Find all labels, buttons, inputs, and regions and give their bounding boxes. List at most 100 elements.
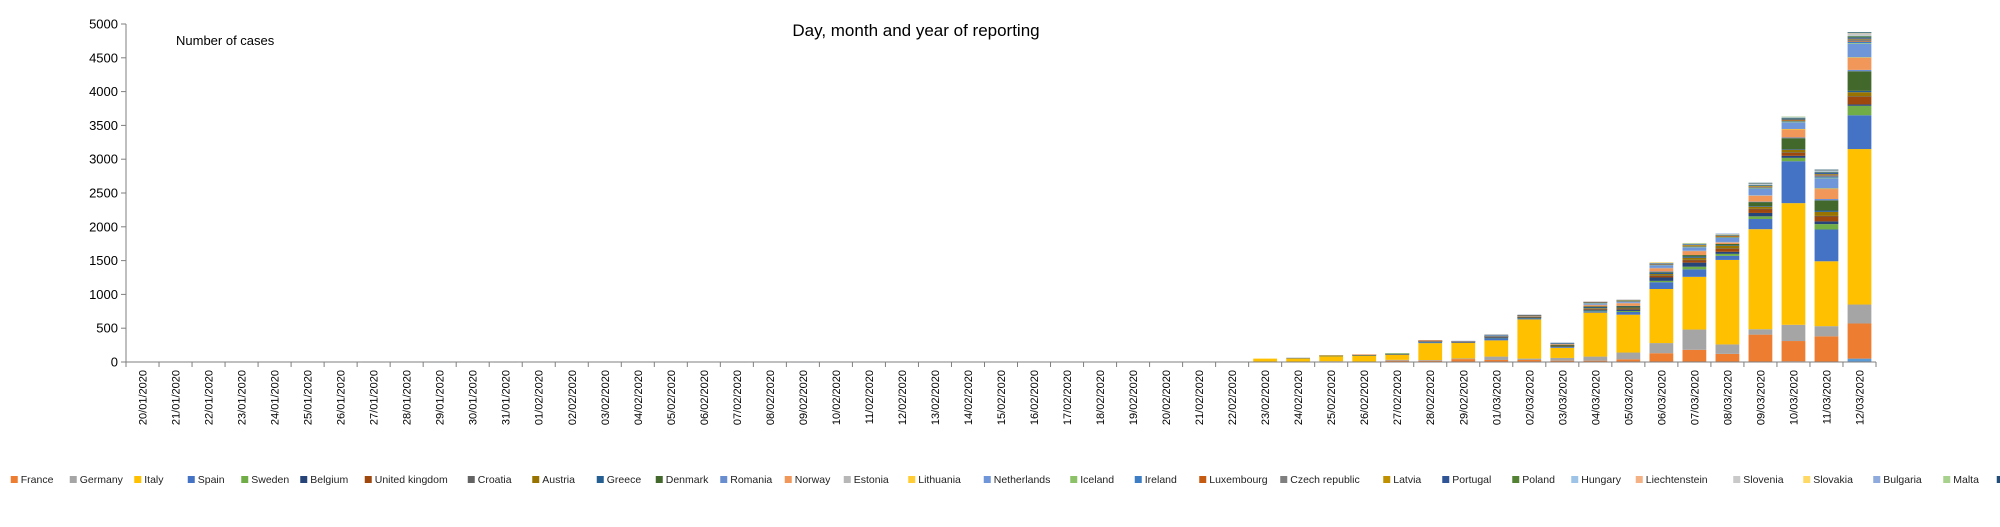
bar-segment-sweden <box>1715 253 1740 256</box>
bar-segment-belgium <box>1517 317 1542 319</box>
bar-segment-malta <box>1781 116 1806 118</box>
bar-segment-portugal <box>1550 342 1575 344</box>
x-tick-label: 17/02/2020 <box>1062 370 1074 425</box>
bar-segment-france <box>1583 360 1608 362</box>
bar-segment-romania <box>1649 271 1674 273</box>
bar-segment-greece <box>1682 256 1707 258</box>
bar-segment-norway <box>1451 341 1476 342</box>
legend-swatch <box>1571 476 1579 483</box>
legend-label: Luxembourg <box>1209 474 1268 486</box>
bar-segment-netherlands <box>1781 122 1806 129</box>
bar-segment-norway <box>1781 129 1806 138</box>
bar-segment-luxembourg <box>1781 120 1806 122</box>
bar-segment-portugal <box>1682 244 1707 245</box>
bar-segment-croatia <box>1781 152 1806 153</box>
bar-segment-spain <box>1616 311 1641 315</box>
bar-segment-czech-republic <box>1847 39 1872 42</box>
y-tick-label: 2000 <box>89 219 118 234</box>
legend-label: Norway <box>795 474 831 486</box>
bar-segment-hungary <box>1715 234 1740 236</box>
bar-segment-france <box>1682 349 1707 362</box>
x-tick-label: 21/01/2020 <box>171 370 183 425</box>
bar-segment-sweden <box>1418 341 1443 343</box>
x-tick-label: 11/02/2020 <box>864 370 876 424</box>
bar-segment-luxembourg <box>1715 236 1740 238</box>
bar-segment-hungary <box>1616 299 1641 301</box>
bar-segment-czech-republic <box>1649 263 1674 265</box>
bar-segment-germany <box>1616 352 1641 360</box>
bar-segment-france <box>1748 334 1773 362</box>
bar-segment-greece <box>1649 272 1674 275</box>
bar-segment-norway <box>1715 242 1740 244</box>
bar-segment-spain <box>1517 318 1542 320</box>
legend-item: Czech republic <box>1280 474 1360 486</box>
bar-segment-austria <box>1550 345 1575 346</box>
legend-label: Estonia <box>854 474 889 486</box>
legend-swatch <box>1803 476 1811 483</box>
bar-segment-sweden <box>1616 310 1641 312</box>
bar-segment-belgium <box>1649 277 1674 281</box>
x-tick-label: 08/03/2020 <box>1722 370 1734 425</box>
bar-segment-austria <box>1682 257 1707 260</box>
bar-segment-spain <box>1583 311 1608 313</box>
legend-item: Latvia <box>1383 474 1421 486</box>
bar-segment-netherlands <box>1451 340 1476 342</box>
bar-segment-poland <box>1748 184 1773 186</box>
bar-segment-spain <box>1781 161 1806 204</box>
legend-item: United kingdom <box>364 474 448 486</box>
legend-swatch <box>10 476 18 483</box>
legend-item: Austria <box>532 474 575 486</box>
bar-segment-spain <box>1649 282 1674 289</box>
bar-segment-croatia <box>1748 208 1773 210</box>
bar-segment-spain <box>1715 255 1740 260</box>
bar-segment-romania <box>1748 201 1773 203</box>
legend-label: Romania <box>730 474 772 486</box>
bar-segment-iceland <box>1583 302 1608 304</box>
bar-segment-netherlands <box>1550 343 1575 345</box>
bar-segment-denmark <box>1847 71 1872 91</box>
bar-segment-austria <box>1847 92 1872 97</box>
legend-label: Poland <box>1522 474 1555 486</box>
bar-segment-luxembourg <box>1649 264 1674 265</box>
x-tick-label: 09/03/2020 <box>1755 370 1767 425</box>
bar-segment-poland <box>1814 171 1839 173</box>
bar-segment-norway <box>1616 303 1641 306</box>
bar-segment-norway <box>1583 304 1608 307</box>
legend-item: Croatia <box>467 474 512 486</box>
bar-segment-ireland <box>1814 176 1839 178</box>
bar-segment-belgium <box>1550 346 1575 347</box>
legend-swatch <box>1512 476 1520 483</box>
bar-segment-united-kingdom <box>1748 208 1773 213</box>
bar-segment-croatia <box>1649 275 1674 276</box>
legend-swatch <box>1199 476 1207 483</box>
bar-segment-denmark <box>1715 243 1740 246</box>
x-tick-label: 10/02/2020 <box>831 370 843 425</box>
legend-swatch <box>1280 476 1288 483</box>
legend-swatch <box>187 476 195 483</box>
legend-swatch <box>1733 476 1741 483</box>
bar-segment-latvia <box>1781 119 1806 121</box>
bar-segment-austria <box>1649 274 1674 276</box>
legend-item: Iceland <box>1070 474 1114 486</box>
bar-segment-greece <box>1748 206 1773 207</box>
bar-segment-germany <box>1814 326 1839 337</box>
legend-item: Liechtenstein <box>1635 474 1708 486</box>
legend-swatch <box>1873 476 1881 483</box>
bar-segment-ireland <box>1847 41 1872 44</box>
legend-swatch <box>596 476 604 483</box>
legend-label: Belgium <box>310 474 348 486</box>
x-tick-label: 11/03/2020 <box>1821 370 1833 424</box>
legend-label: Germany <box>80 474 124 486</box>
bar-segment-romania <box>1814 199 1839 201</box>
bar-segment-portugal <box>1781 118 1806 120</box>
x-tick-label: 21/02/2020 <box>1194 370 1206 425</box>
bar-segment-iceland <box>1715 237 1740 238</box>
legend-item: Slovenia <box>1733 474 1784 486</box>
legend-item: Norway <box>784 474 831 486</box>
bar-segment-iceland <box>1616 301 1641 302</box>
bar-segment-netherlands <box>1715 237 1740 242</box>
x-tick-label: 01/02/2020 <box>534 370 546 425</box>
bar-segment-spain <box>1286 357 1311 359</box>
legend-item: Malta <box>1943 474 1979 486</box>
